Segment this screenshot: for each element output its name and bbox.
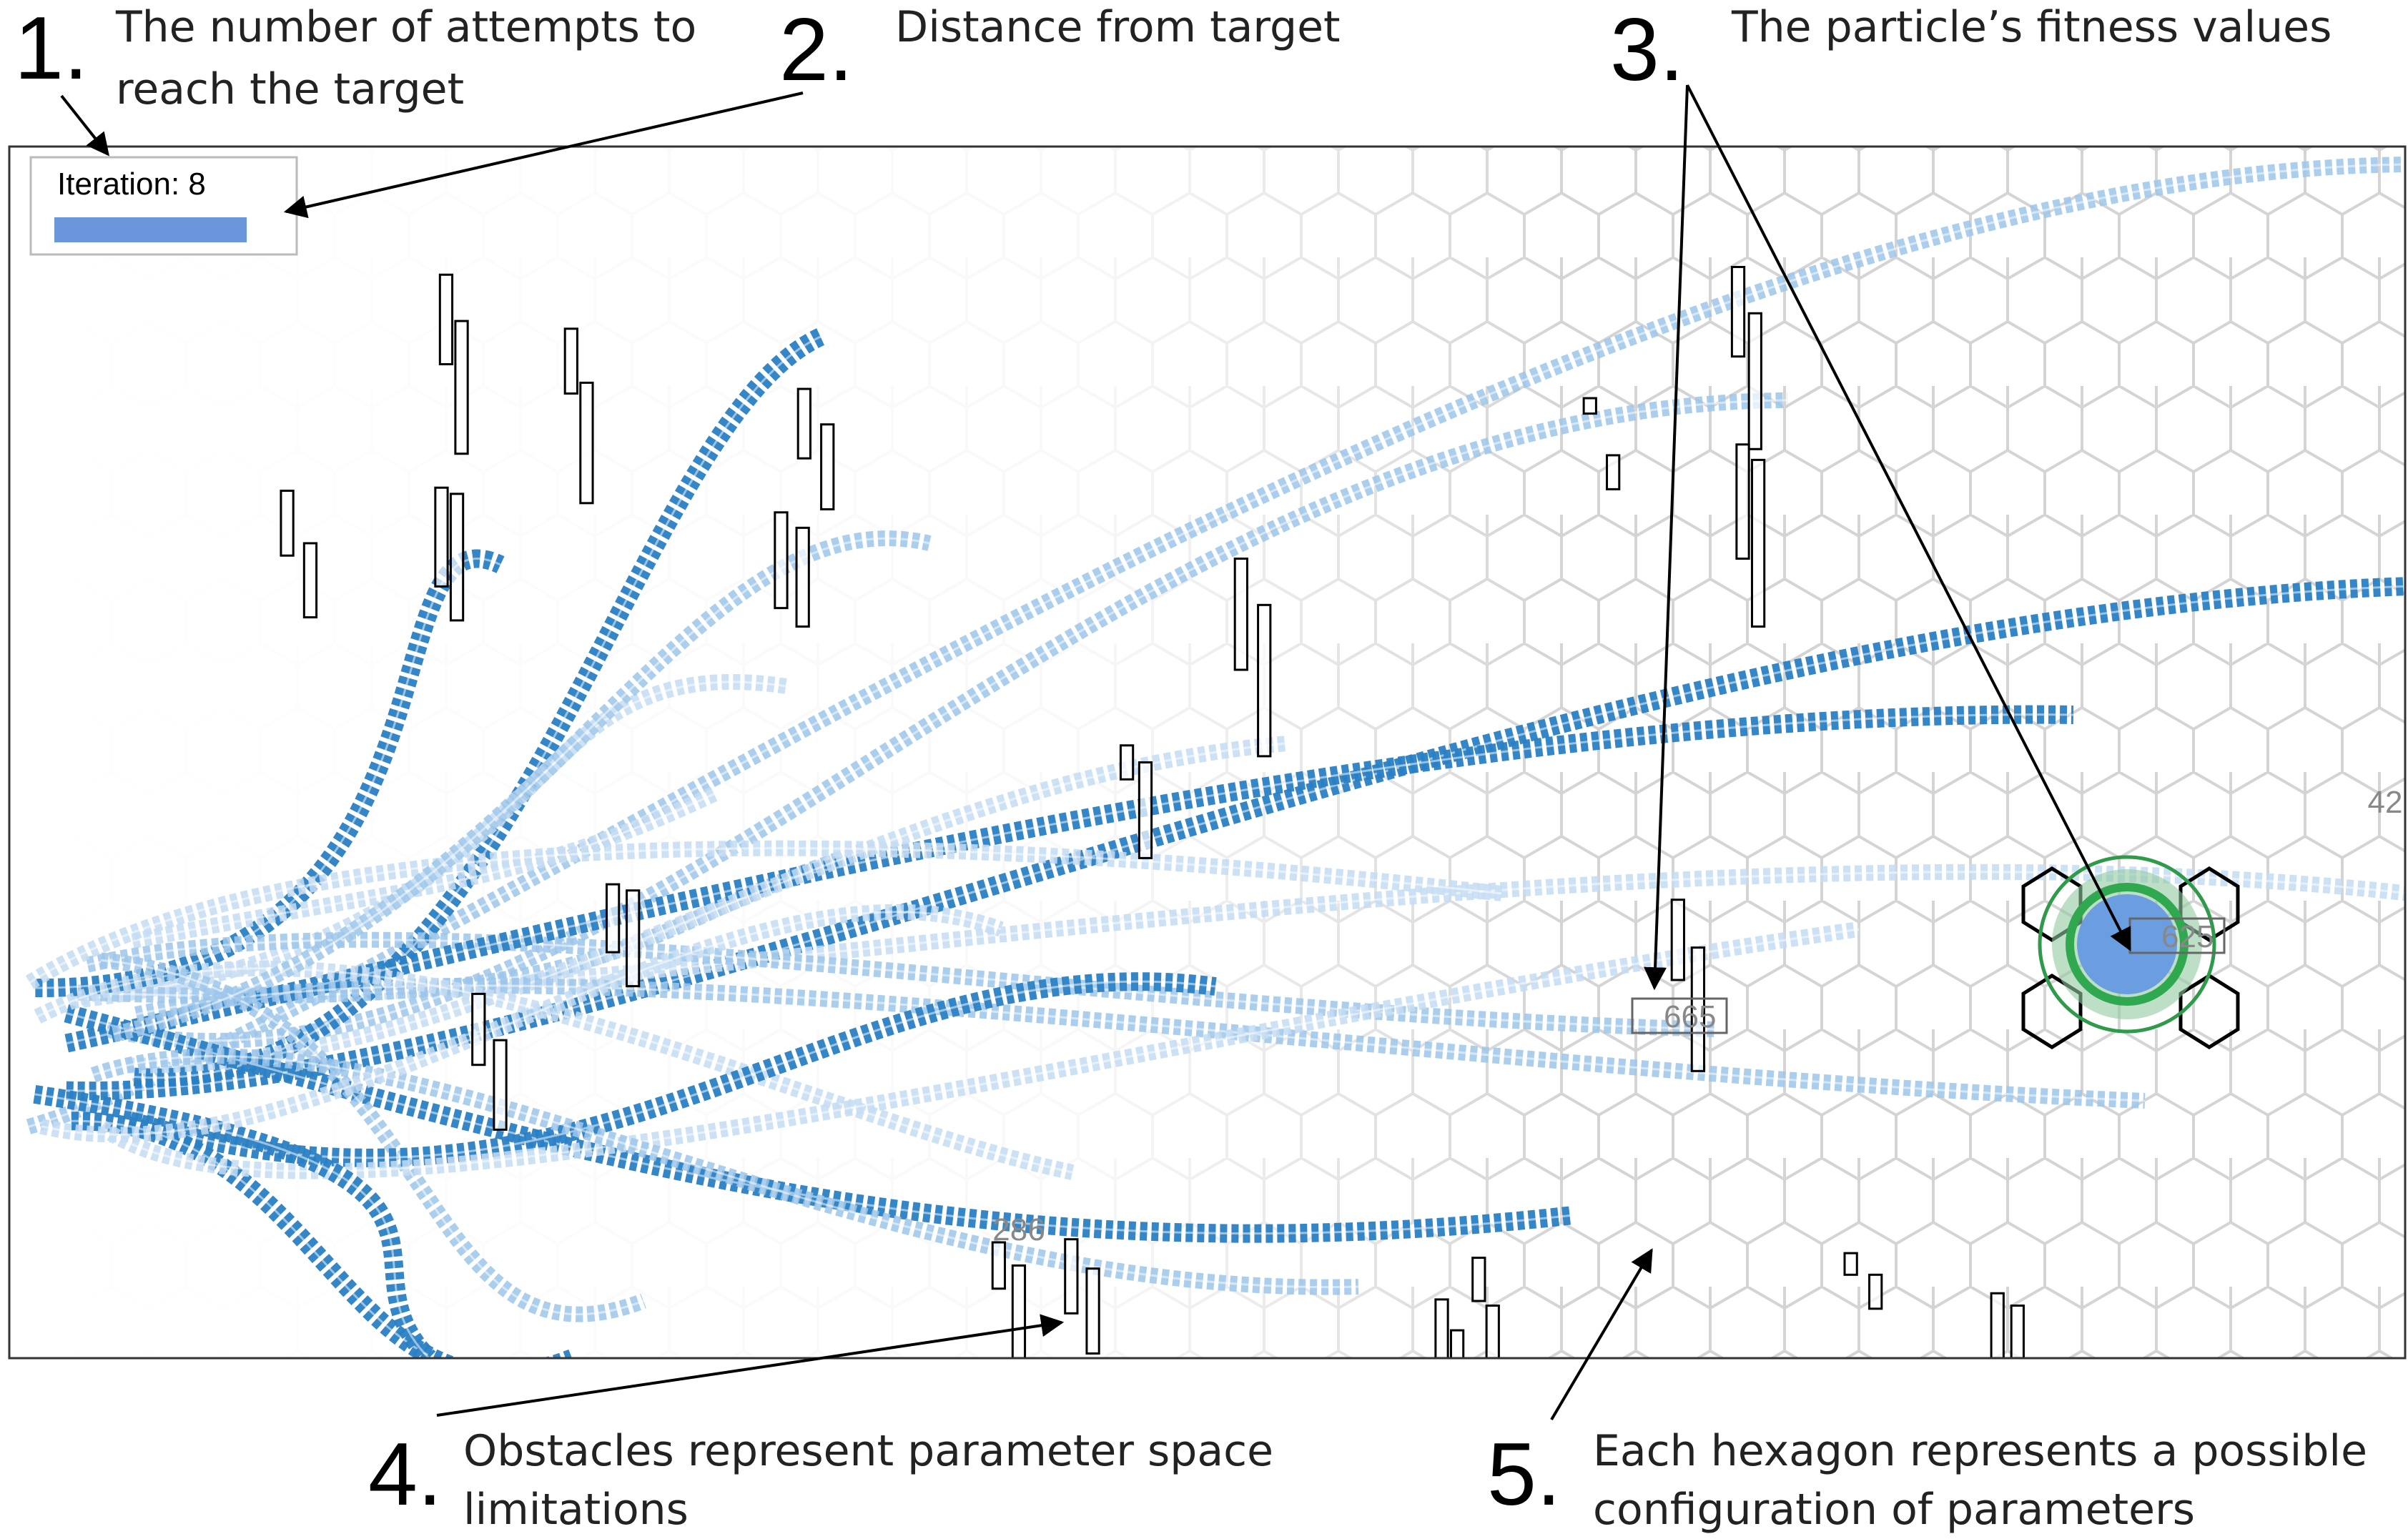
- fitness-value: 42: [2368, 785, 2403, 820]
- obstacle: [1233, 558, 1248, 671]
- obstacle: [1138, 761, 1153, 859]
- arrow-4: [436, 1314, 1065, 1417]
- obstacle: [1990, 1292, 2005, 1358]
- arrow-3a: [1644, 84, 1689, 991]
- obstacle: [605, 883, 621, 954]
- obstacle: [1449, 1329, 1465, 1358]
- obstacle: [1119, 744, 1135, 781]
- obstacle: [1434, 1298, 1449, 1358]
- annotation-text: The particle’s fitness values: [1731, 2, 2331, 52]
- trail-core: [113, 537, 930, 1036]
- trail-core: [92, 1054, 1359, 1289]
- obstacle: [563, 327, 578, 395]
- obstacle: [1690, 946, 1706, 1072]
- obstacle: [434, 486, 449, 588]
- obstacle: [626, 889, 641, 988]
- obstacle: [302, 542, 318, 619]
- annotation-number: 3.: [1610, 1, 1684, 99]
- trail-core: [101, 928, 1860, 1173]
- trail-core: [107, 399, 1788, 1042]
- annotation-text: Each hexagon represents a possible: [1593, 1426, 2367, 1476]
- target-ring: [2066, 883, 2189, 1006]
- obstacle: [1064, 1238, 1079, 1315]
- annotation-1: 1. The number of attempts to reach the t…: [14, 0, 696, 114]
- annotation-number: 4.: [368, 1425, 442, 1524]
- annotation-2: 2. Distance from target: [779, 1, 1341, 99]
- particle-trails: [25, 157, 2405, 1358]
- obstacle: [1485, 1305, 1500, 1358]
- obstacle: [796, 387, 811, 460]
- obstacle: [1085, 1267, 1100, 1355]
- target-ring-outer: [2038, 855, 2216, 1034]
- obstacle: [449, 493, 465, 622]
- obstacle: [1670, 899, 1685, 981]
- trail-core: [29, 847, 1502, 984]
- annotation-text: Obstacles represent parameter space: [463, 1426, 1273, 1476]
- trail-core: [41, 911, 1002, 1136]
- obstacle: [471, 992, 486, 1067]
- arrow-1: [60, 94, 109, 157]
- trail-core: [71, 681, 787, 1003]
- obstacle: [1011, 1264, 1027, 1358]
- obstacle: [1730, 266, 1746, 358]
- trail-core: [28, 163, 2405, 1128]
- obstacle: [454, 320, 469, 455]
- obstacle: [493, 1039, 508, 1131]
- annotation-3: 3. The particle’s fitness values: [1610, 1, 2331, 99]
- fitness-box: [1631, 997, 1728, 1034]
- obstacle: [2010, 1305, 2025, 1358]
- trail-core: [87, 939, 1717, 1031]
- obstacle: [820, 423, 835, 510]
- annotation-number: 2.: [779, 1, 853, 99]
- annotation-number: 5.: [1487, 1425, 1561, 1524]
- obstacle: [1471, 1257, 1486, 1302]
- obstacle: [1735, 443, 1750, 560]
- trail-core: [136, 984, 2146, 1102]
- obstacle: [795, 526, 810, 628]
- annotation-4: 4. Obstacles represent parameter space l…: [368, 1425, 1273, 1535]
- annotation-text: Distance from target: [895, 2, 1341, 52]
- obstacle: [1257, 603, 1272, 758]
- obstacle: [1606, 454, 1621, 490]
- obstacle: [280, 490, 295, 557]
- fitness-value: 286: [992, 1212, 1045, 1247]
- arrow-2: [283, 91, 804, 219]
- obstacle: [1843, 1252, 1858, 1276]
- iteration-label: Iteration: 8: [57, 167, 206, 202]
- obstacle: [774, 511, 789, 610]
- panel-border: [8, 145, 2407, 1360]
- visualization-panel: 286 665 625 42: [9, 147, 2405, 1358]
- annotation-text: configuration of parameters: [1593, 1485, 2195, 1535]
- arrow-5: [1550, 1248, 1653, 1421]
- trail-core: [132, 792, 716, 942]
- obstacle: [438, 273, 454, 366]
- annotation-number: 1.: [14, 0, 88, 98]
- annotation-text: limitations: [463, 1485, 689, 1535]
- trail-core: [101, 959, 644, 1316]
- obstacle: [579, 381, 594, 505]
- obstacle: [1747, 312, 1762, 450]
- annotation-arrows: [60, 84, 2131, 1421]
- distance-bar: [54, 217, 247, 242]
- arrow-3b: [1686, 84, 2131, 951]
- fitness-labels: 286 665 625 42: [992, 785, 2402, 1247]
- obstacle: [1582, 397, 1597, 415]
- iteration-box: Iteration: 8: [29, 156, 298, 256]
- trail-core: [129, 980, 1216, 1159]
- fitness-value: 665: [1664, 999, 1716, 1034]
- obstacle: [1750, 458, 1766, 628]
- fitness-value: 625: [2161, 919, 2214, 954]
- annotation-text: reach the target: [116, 64, 464, 114]
- annotation-5: 5. Each hexagon represents a possible co…: [1487, 1425, 2367, 1535]
- obstacle: [1868, 1273, 1883, 1310]
- obstacle: [991, 1241, 1007, 1290]
- annotation-text: The number of attempts to: [115, 2, 696, 52]
